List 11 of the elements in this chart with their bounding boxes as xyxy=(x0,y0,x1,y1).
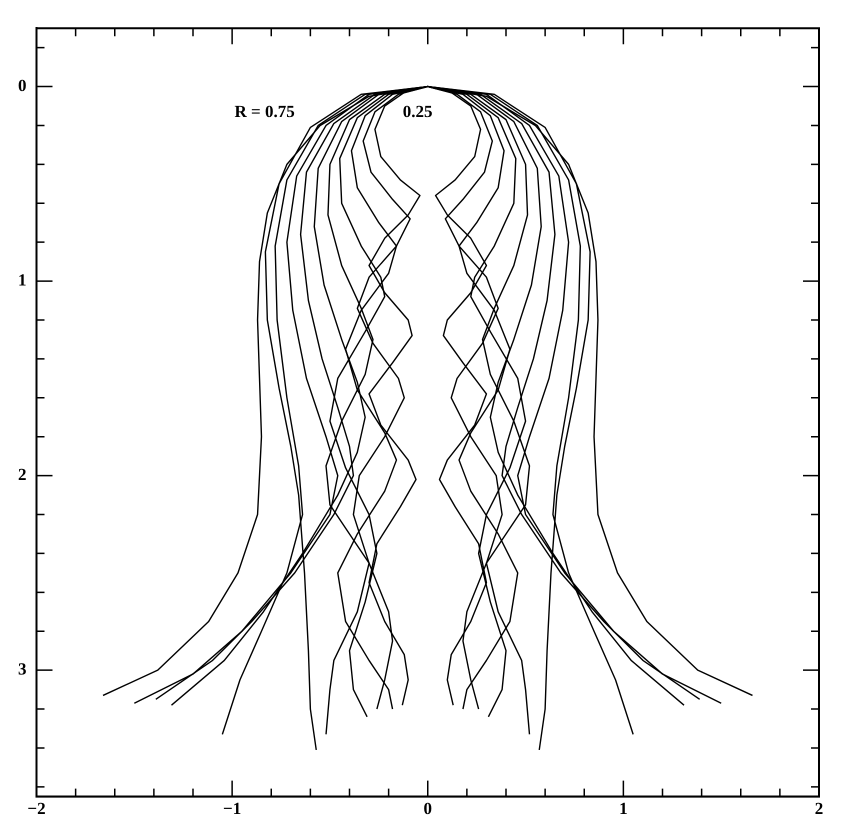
annotation: 0.25 xyxy=(402,102,432,122)
x-tick-label: 0 xyxy=(424,799,432,818)
annotation: R = 0.75 xyxy=(234,102,295,122)
y-tick-label: 3 xyxy=(18,660,26,679)
y-tick-label: 1 xyxy=(18,270,26,290)
x-tick-label: −1 xyxy=(223,799,242,818)
y-tick-label: 0 xyxy=(18,76,26,95)
y-tick-label: 2 xyxy=(18,465,26,484)
x-tick-label: 1 xyxy=(619,799,628,818)
x-tick-label: 2 xyxy=(814,799,824,818)
x-tick-label: −2 xyxy=(27,799,46,818)
